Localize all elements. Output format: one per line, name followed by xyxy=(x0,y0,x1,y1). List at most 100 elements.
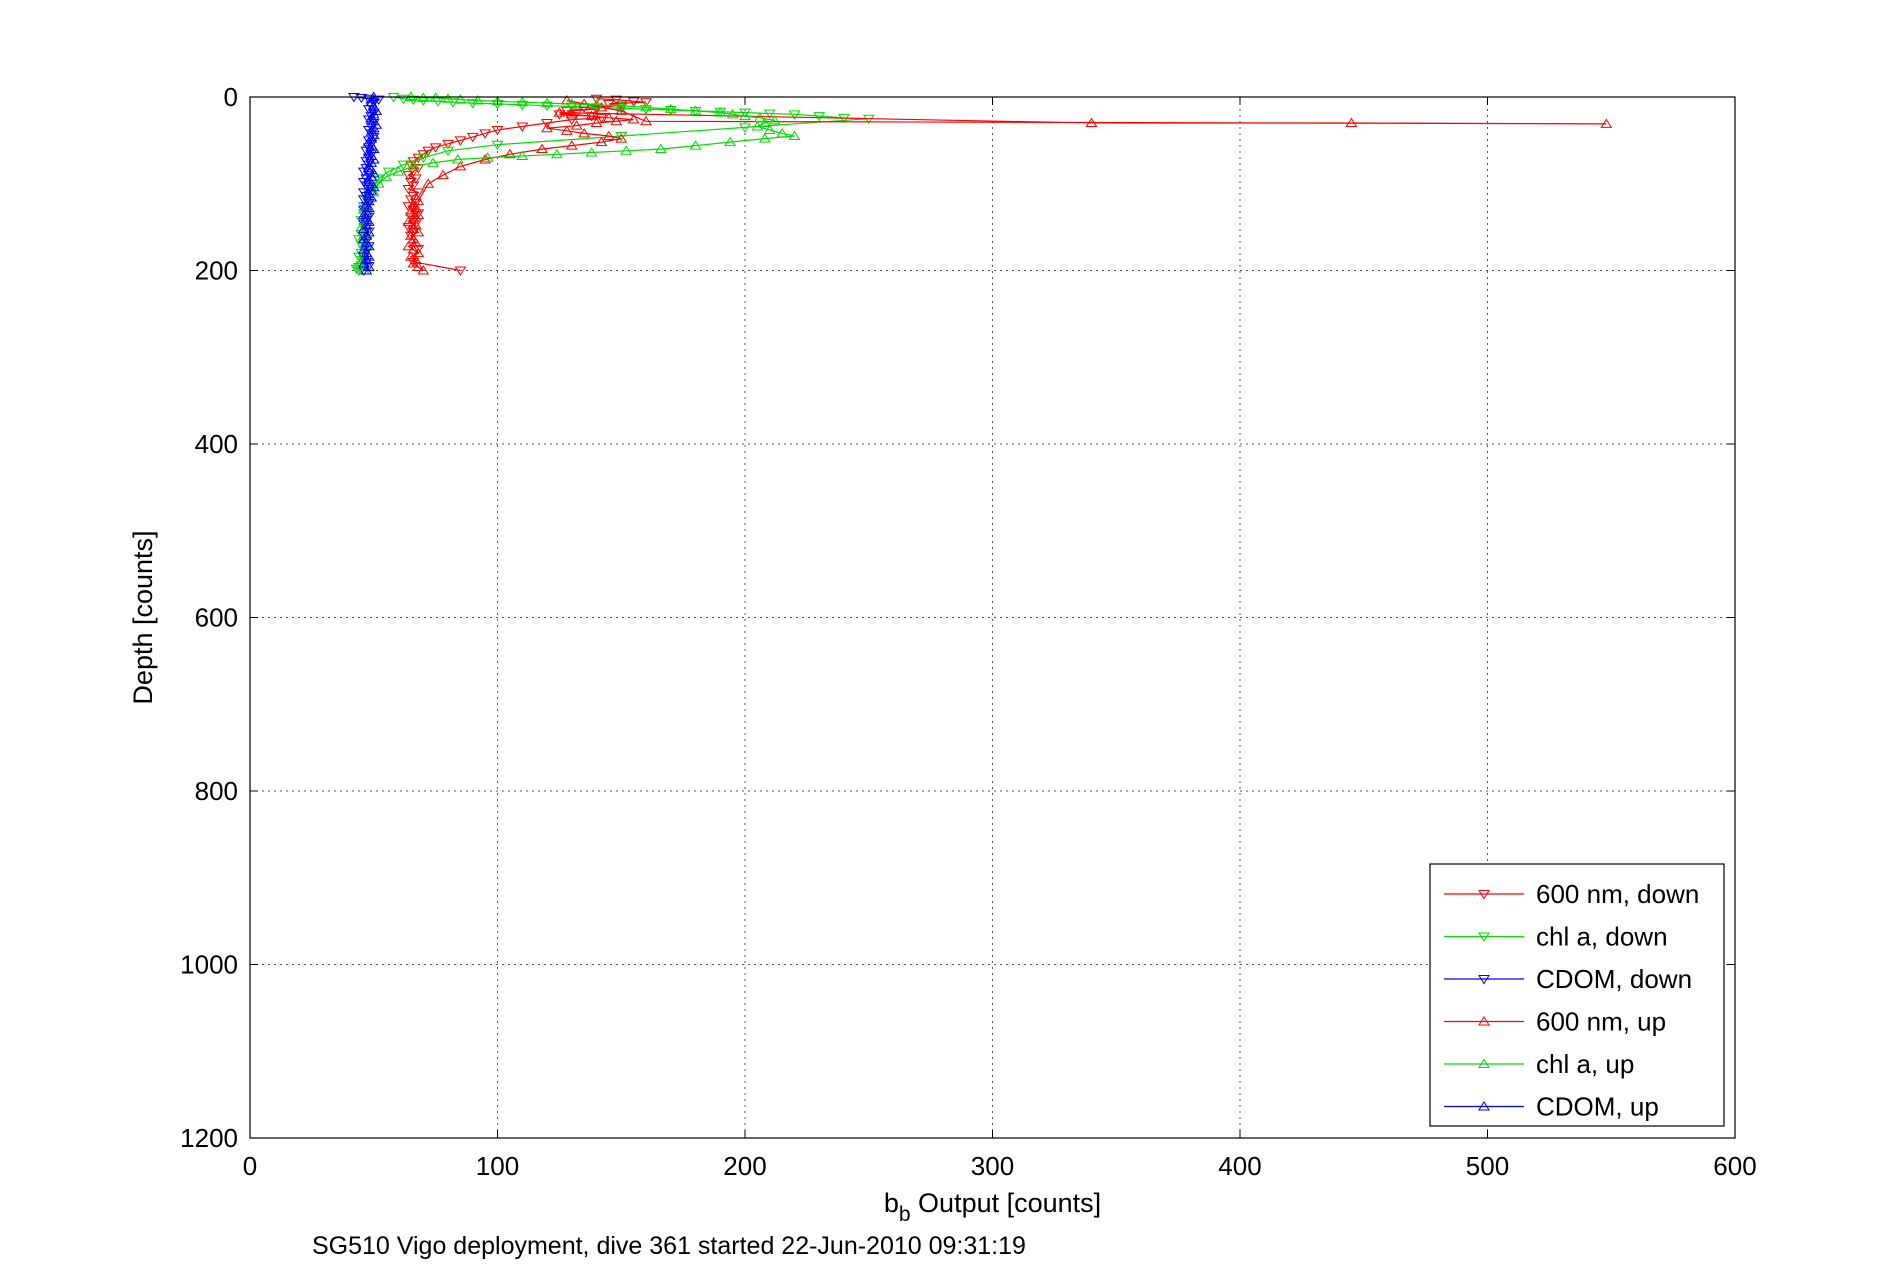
data-point xyxy=(689,140,702,150)
data-point xyxy=(503,148,516,159)
data-point xyxy=(407,199,420,209)
data-point xyxy=(758,133,771,143)
data-point xyxy=(640,105,652,115)
x-axis-label-rest: Output [counts] xyxy=(911,1188,1102,1218)
legend-marker-swatch xyxy=(1478,890,1490,900)
data-point xyxy=(595,113,608,124)
data-point xyxy=(437,169,449,180)
data-point xyxy=(1085,117,1098,128)
data-point xyxy=(407,244,420,254)
data-point xyxy=(355,221,368,232)
data-point xyxy=(602,112,615,122)
y-tick-label: 400 xyxy=(195,429,238,459)
legend-label: CDOM, down xyxy=(1536,964,1692,994)
data-point xyxy=(739,110,751,121)
data-point xyxy=(357,167,370,178)
data-point xyxy=(442,146,454,157)
legend-item: chl a, down xyxy=(1444,922,1668,952)
data-point xyxy=(367,132,380,143)
data-point xyxy=(640,98,652,108)
data-point xyxy=(763,109,776,119)
data-point xyxy=(1345,117,1358,128)
data-point xyxy=(590,117,603,128)
x-tick-label: 600 xyxy=(1713,1151,1756,1181)
data-point xyxy=(590,94,603,105)
legend-marker-swatch xyxy=(1478,932,1490,942)
data-point xyxy=(454,266,467,276)
data-point xyxy=(362,147,375,157)
x-tick-label: 200 xyxy=(723,1151,766,1181)
x-axis-label-subscript: b xyxy=(899,1203,911,1226)
data-point xyxy=(355,93,368,104)
data-point xyxy=(491,140,504,151)
y-tick-label: 1000 xyxy=(180,950,238,980)
data-point xyxy=(479,154,492,164)
data-point xyxy=(407,205,420,216)
data-point xyxy=(362,226,375,237)
data-point xyxy=(442,139,454,150)
data-point xyxy=(763,124,776,134)
legend-item: 600 nm, up xyxy=(1444,1007,1666,1037)
data-point xyxy=(640,115,652,126)
legend-item: chl a, up xyxy=(1444,1049,1634,1079)
data-point xyxy=(664,103,677,114)
data-point xyxy=(602,130,615,141)
data-point xyxy=(372,178,385,188)
data-point xyxy=(402,216,415,226)
y-tick-label: 0 xyxy=(224,82,238,112)
legend-item: 600 nm, down xyxy=(1444,879,1699,909)
series-layer xyxy=(348,91,1613,276)
chart-caption: SG510 Vigo deployment, dive 361 started … xyxy=(312,1232,1026,1260)
data-point xyxy=(471,95,484,105)
data-point xyxy=(516,122,529,132)
x-tick-label: 100 xyxy=(476,1151,519,1181)
data-point xyxy=(565,98,578,108)
legend-label: 600 nm, down xyxy=(1536,879,1699,909)
data-point xyxy=(516,96,529,107)
data-point xyxy=(412,188,425,198)
legend-item: CDOM, down xyxy=(1444,964,1692,994)
data-point xyxy=(595,101,608,112)
data-point xyxy=(417,153,430,164)
data-point xyxy=(427,157,440,167)
x-axis-label-main: b xyxy=(884,1188,899,1218)
data-point xyxy=(640,101,652,112)
data-point xyxy=(417,265,430,275)
data-point xyxy=(602,99,615,110)
x-tick-label: 500 xyxy=(1466,1151,1509,1181)
data-point xyxy=(627,114,640,124)
data-point xyxy=(689,105,702,115)
data-point xyxy=(407,167,420,178)
data-point xyxy=(362,184,375,195)
legend-marker-swatch xyxy=(1478,1101,1490,1111)
y-tick-label: 200 xyxy=(195,256,238,286)
data-point xyxy=(595,136,608,147)
legend-box xyxy=(1429,863,1725,1127)
data-point xyxy=(407,213,420,223)
data-point xyxy=(412,195,425,206)
data-point xyxy=(491,125,504,136)
legend-marker-swatch xyxy=(1478,1058,1490,1068)
data-point xyxy=(615,132,628,142)
data-point xyxy=(553,110,566,120)
legend-marker-swatch xyxy=(1478,1016,1490,1026)
data-point xyxy=(409,174,422,184)
y-axis-label: Depth [counts] xyxy=(128,530,158,704)
data-point xyxy=(422,146,435,157)
data-point xyxy=(392,166,405,176)
data-point xyxy=(726,108,739,119)
data-point xyxy=(627,97,640,107)
data-point xyxy=(479,129,492,139)
data-point xyxy=(466,132,479,143)
data-point xyxy=(362,261,375,272)
data-point xyxy=(615,133,628,143)
legend-marker-swatch xyxy=(1478,975,1490,985)
data-point xyxy=(739,123,751,133)
data-point xyxy=(422,178,435,188)
data-point xyxy=(481,152,494,162)
y-tick-label: 600 xyxy=(195,603,238,633)
data-point xyxy=(412,261,425,272)
data-point xyxy=(407,160,420,171)
